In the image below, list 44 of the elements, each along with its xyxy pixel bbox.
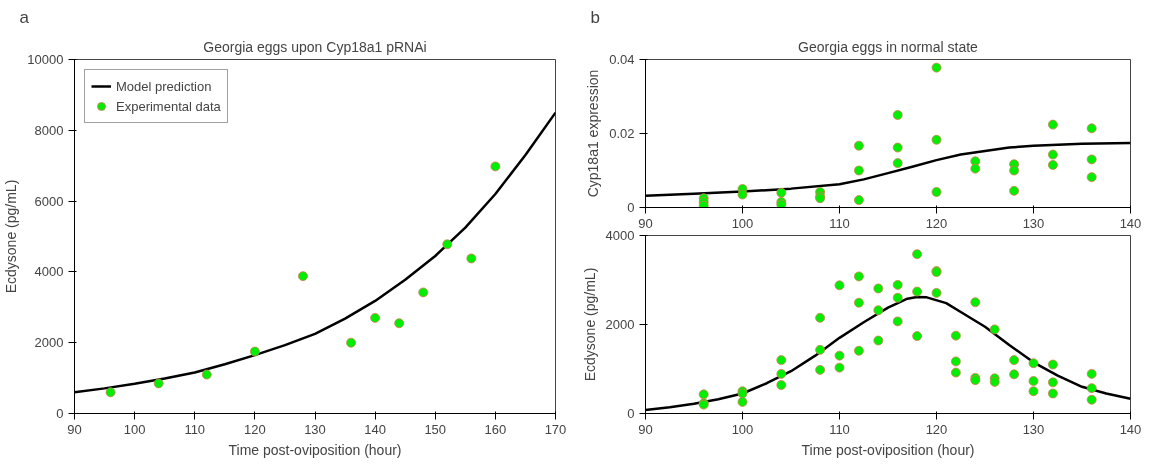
y-tick-label: 2000 xyxy=(605,317,635,332)
x-tick-label: 90 xyxy=(638,215,653,231)
x-tick-label: 170 xyxy=(544,421,567,437)
x-tick-label: 150 xyxy=(424,421,447,437)
x-tick-label: 140 xyxy=(1119,421,1142,437)
x-tick-label: 100 xyxy=(731,421,754,437)
y-tick-label: 0 xyxy=(627,406,635,421)
x-tick-label: 90 xyxy=(638,421,653,437)
chart-title: Georgia eggs upon Cyp18a1 pRNAi xyxy=(203,38,427,55)
y-tick-label: 10000 xyxy=(27,52,64,67)
x-tick-label: 120 xyxy=(925,215,948,231)
y-axis-title: Ecdysone (pg/mL) xyxy=(581,267,598,382)
x-tick-label: 100 xyxy=(731,215,754,231)
text: b xyxy=(590,7,600,27)
y-tick-label: 0 xyxy=(627,200,635,215)
y-tick-label: 4000 xyxy=(34,264,64,280)
x-tick-label: 110 xyxy=(184,421,206,437)
x-tick-label: 160 xyxy=(484,421,507,437)
chart-title: Georgia eggs in normal state xyxy=(798,38,979,55)
x-tick-label: 120 xyxy=(925,421,948,437)
y-tick-label: 4000 xyxy=(605,228,635,243)
y-tick-label: 8000 xyxy=(34,122,64,138)
x-tick-label: 110 xyxy=(829,215,850,231)
y-tick-label: 0.02 xyxy=(609,126,635,141)
x-axis-title: Time post-oviposition (hour) xyxy=(228,441,402,458)
legend-label: Model prediction xyxy=(116,78,212,94)
x-tick-label: 100 xyxy=(123,421,146,437)
x-tick-label: 90 xyxy=(67,421,82,437)
y-tick-label: 2000 xyxy=(34,335,64,351)
x-tick-label: 110 xyxy=(829,421,850,437)
x-tick-label: 130 xyxy=(1022,421,1045,437)
x-tick-label: 120 xyxy=(244,421,266,437)
legend-label: Experimental data xyxy=(116,98,221,114)
y-tick-label: 6000 xyxy=(34,193,64,209)
x-tick-label: 130 xyxy=(304,421,326,437)
x-axis-title: Time post-oviposition (hour) xyxy=(801,441,975,458)
y-axis-title: Cyp18a1 expression xyxy=(585,69,602,198)
x-tick-label: 140 xyxy=(1119,215,1142,231)
y-tick-label: 0 xyxy=(56,406,64,421)
x-tick-label: 140 xyxy=(364,421,386,437)
y-axis-title: Ecdysone (pg/mL) xyxy=(3,179,20,294)
x-tick-label: 130 xyxy=(1022,215,1045,231)
text: a xyxy=(19,7,30,27)
y-tick-label: 0.04 xyxy=(609,52,635,67)
